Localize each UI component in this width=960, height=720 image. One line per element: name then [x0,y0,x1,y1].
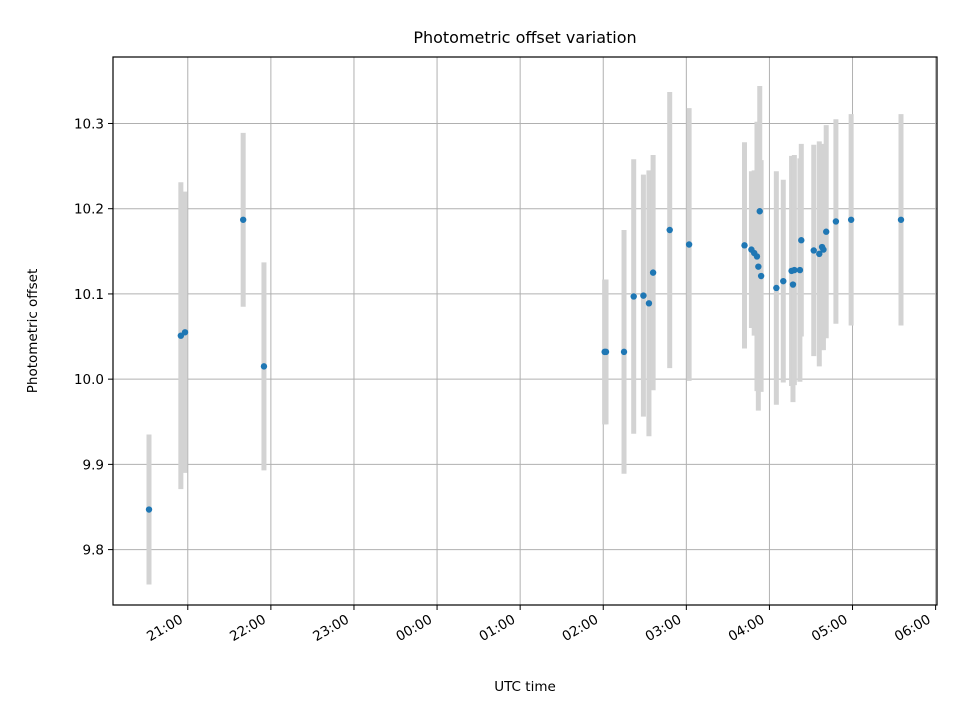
x-tick-label: 02:00 [560,612,602,645]
data-point [823,228,830,235]
data-point [260,363,268,370]
x-tick-label: 22:00 [227,612,269,645]
y-tick-label: 10.1 [74,287,104,303]
y-tick-label: 9.8 [83,543,104,559]
data-point [791,266,798,274]
y-tick-label: 10.2 [74,202,104,218]
data-point [620,348,628,356]
data-point [798,237,805,244]
x-tick-label: 21:00 [144,612,186,645]
data-point [897,216,905,223]
data-point [181,329,189,336]
data-point [820,246,827,253]
data-point [810,247,817,254]
y-tick-label: 10.3 [74,116,104,132]
x-tick-label: 04:00 [726,612,768,645]
y-tick-label: 9.9 [83,457,104,473]
data-point [816,250,823,258]
data-point [756,208,763,215]
data-point [796,266,804,274]
data-point [645,300,653,307]
data-point [753,253,761,260]
data-point [789,281,797,288]
y-axis-ticks: 9.8 9.9 10.0 10.1 10.2 10.3 [74,116,113,559]
data-point [145,506,153,513]
x-tick-label: 01:00 [476,612,518,645]
data-point [602,348,610,356]
y-axis-label: Photometric offset [25,269,41,393]
x-tick-label: 23:00 [310,612,352,645]
plot-frame [112,56,938,606]
data-point [757,272,765,280]
data-point [780,277,787,285]
data-point [640,292,647,299]
x-axis-ticks: 21:00 22:00 23:00 00:00 01:00 02:00 03:00 04:00… [144,605,937,645]
data-point [649,269,657,276]
x-tick-label: 00:00 [393,612,435,645]
data-point [239,216,247,223]
errorbars [146,85,904,585]
data-point [741,242,748,249]
data-point [666,226,673,234]
data-point [685,241,693,248]
chart-title: Photometric offset variation [413,28,636,47]
data-point [847,216,855,223]
data-points [145,208,905,513]
x-axis-label: UTC time [494,679,556,695]
data-point [755,263,762,270]
data-point [832,218,840,225]
x-tick-label: 06:00 [892,612,934,645]
x-tick-label: 05:00 [809,612,851,645]
y-tick-label: 10.0 [74,372,104,388]
data-point [630,293,637,300]
data-point [773,284,780,292]
x-tick-label: 03:00 [643,612,685,645]
